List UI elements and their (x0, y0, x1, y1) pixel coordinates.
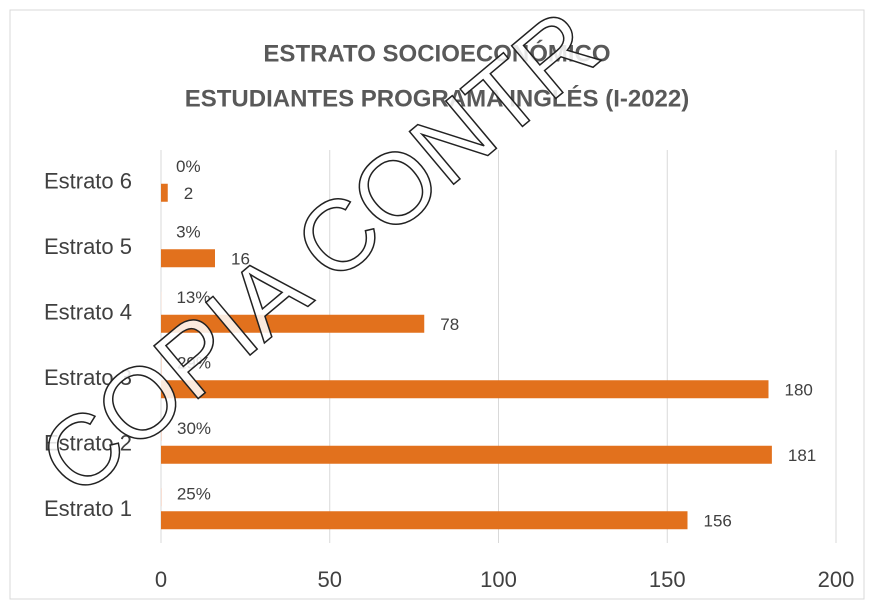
y-tick-label: Estrato 3 (44, 365, 132, 390)
data-label: 29% (177, 354, 211, 373)
bar (161, 249, 215, 268)
bar (161, 314, 425, 333)
data-label: 78 (440, 315, 459, 334)
y-tick-label: Estrato 2 (44, 431, 132, 456)
chart-title: ESTRATO SOCIOECONÓMICO (263, 39, 610, 67)
x-tick-label: 50 (318, 567, 342, 592)
data-label: 13% (176, 288, 210, 307)
chart-frame (9, 9, 865, 600)
data-label: 2 (184, 184, 193, 203)
data-label: 181 (788, 446, 816, 465)
y-tick-label: Estrato 1 (44, 496, 132, 521)
data-label: 3% (176, 223, 201, 242)
bar (161, 422, 163, 441)
bar (161, 357, 162, 376)
chart-title: ESTUDIANTES PROGRAMA INGLÉS (I-2022) (185, 84, 690, 112)
bar (161, 511, 688, 530)
bar (161, 380, 769, 399)
data-label: 156 (704, 512, 732, 531)
bar (161, 445, 772, 464)
bar (161, 488, 162, 507)
x-tick-label: 0 (155, 567, 167, 592)
y-tick-label: Estrato 6 (44, 169, 132, 194)
x-tick-label: 100 (480, 567, 517, 592)
bar (161, 183, 168, 202)
y-tick-label: Estrato 5 (44, 234, 132, 259)
data-label: 180 (785, 381, 813, 400)
x-tick-label: 200 (818, 567, 855, 592)
data-label: 30% (177, 419, 211, 438)
x-tick-label: 150 (649, 567, 686, 592)
data-label: 0% (176, 157, 201, 176)
data-label: 16 (231, 250, 250, 269)
y-tick-label: Estrato 4 (44, 300, 132, 325)
data-label: 25% (177, 485, 211, 504)
